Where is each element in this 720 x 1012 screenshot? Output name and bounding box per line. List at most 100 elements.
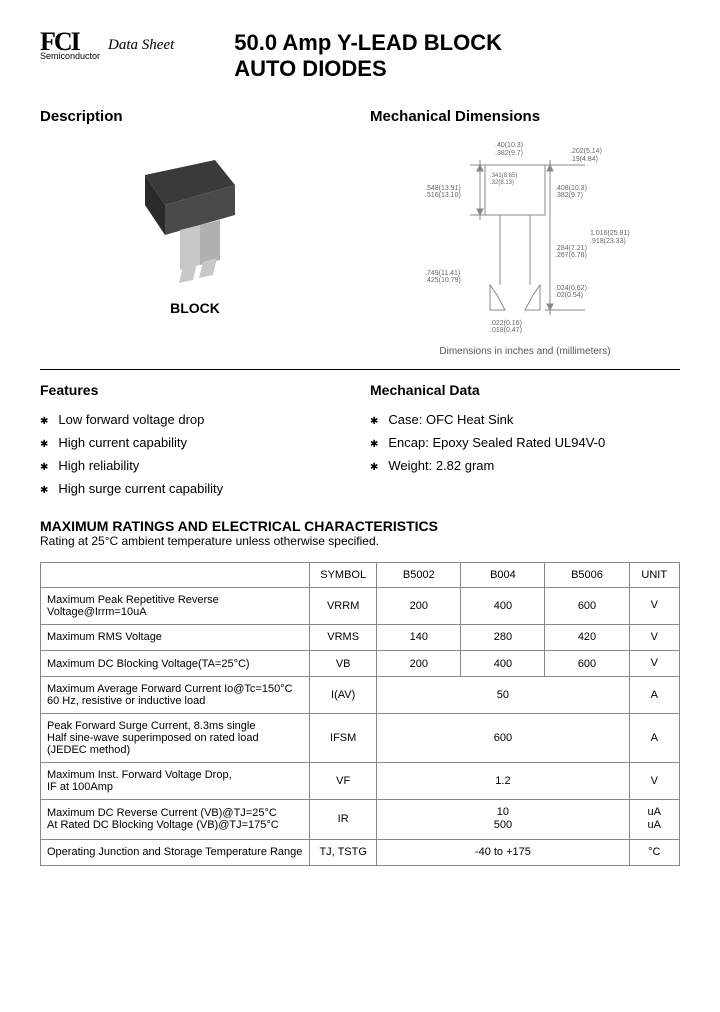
title-line2: AUTO DIODES bbox=[234, 56, 502, 82]
value-cell: 400 bbox=[461, 587, 545, 624]
symbol-cell: TJ, TSTG bbox=[310, 839, 377, 865]
symbol-cell: VF bbox=[310, 763, 377, 800]
unit-cell: uAuA bbox=[629, 800, 679, 839]
symbol-cell: I(AV) bbox=[310, 677, 377, 714]
svg-text:.284(7.21): .284(7.21) bbox=[555, 245, 587, 252]
mech-dim-heading: Mechanical Dimensions bbox=[370, 108, 680, 125]
symbol-cell: VRMS bbox=[310, 624, 377, 650]
svg-text:1.016(25.81): 1.016(25.81) bbox=[590, 230, 630, 237]
col-b5006: B5006 bbox=[545, 562, 629, 587]
features-heading: Features bbox=[40, 382, 350, 398]
col-symbol: SYMBOL bbox=[310, 562, 377, 587]
feature-item: High current capability bbox=[40, 431, 350, 454]
feature-item: Low forward voltage drop bbox=[40, 408, 350, 431]
value-cell: 600 bbox=[377, 714, 629, 763]
header: FCI Semiconductor Data Sheet 50.0 Amp Y-… bbox=[40, 30, 680, 83]
value-cell: 280 bbox=[461, 624, 545, 650]
param-cell: Maximum DC Blocking Voltage(TA=25°C) bbox=[41, 650, 310, 676]
mech-dim-col: Mechanical Dimensions .40(10.3) bbox=[370, 108, 680, 357]
table-row: Maximum DC Blocking Voltage(TA=25°C)VB20… bbox=[41, 650, 680, 676]
description-heading: Description bbox=[40, 108, 350, 125]
title-block: 50.0 Amp Y-LEAD BLOCK AUTO DIODES bbox=[234, 30, 502, 83]
value-cell: 420 bbox=[545, 624, 629, 650]
value-cell: 200 bbox=[377, 587, 461, 624]
table-row: Operating Junction and Storage Temperatu… bbox=[41, 839, 680, 865]
mechanical-drawing: .40(10.3) .382(9.7) .202(5.14) .19(4.84)… bbox=[370, 135, 680, 335]
mechdata-item: Weight: 2.82 gram bbox=[370, 454, 680, 477]
svg-text:.918(23.33): .918(23.33) bbox=[590, 238, 626, 245]
svg-text:.40(10.3): .40(10.3) bbox=[495, 142, 523, 149]
svg-text:.02(0.54): .02(0.54) bbox=[555, 292, 583, 299]
svg-text:.425(10.79): .425(10.79) bbox=[425, 277, 461, 284]
symbol-cell: IFSM bbox=[310, 714, 377, 763]
unit-cell: V bbox=[629, 763, 679, 800]
ratings-title: MAXIMUM RATINGS AND ELECTRICAL CHARACTER… bbox=[40, 518, 680, 534]
param-cell: Peak Forward Surge Current, 8.3ms single… bbox=[41, 714, 310, 763]
mechdata-col: Mechanical Data Case: OFC Heat Sink Enca… bbox=[370, 382, 680, 500]
svg-text:.202(5.14): .202(5.14) bbox=[570, 148, 602, 155]
mechdata-item: Encap: Epoxy Sealed Rated UL94V-0 bbox=[370, 431, 680, 454]
col-b5002: B5002 bbox=[377, 562, 461, 587]
svg-text:.382(9.7): .382(9.7) bbox=[495, 150, 523, 157]
spec-table: SYMBOL B5002 B004 B5006 UNIT Maximum Pea… bbox=[40, 562, 680, 866]
table-row: Peak Forward Surge Current, 8.3ms single… bbox=[41, 714, 680, 763]
svg-text:.548(13.91): .548(13.91) bbox=[425, 185, 461, 192]
svg-text:.19(4.84): .19(4.84) bbox=[570, 156, 598, 163]
value-cell: 600 bbox=[545, 587, 629, 624]
mechdata-item: Case: OFC Heat Sink bbox=[370, 408, 680, 431]
param-cell: Maximum DC Reverse Current (VB)@TJ=25°CA… bbox=[41, 800, 310, 839]
svg-text:.018(0.47): .018(0.47) bbox=[490, 327, 522, 334]
unit-cell: °C bbox=[629, 839, 679, 865]
ratings-sub: Rating at 25°C ambient temperature unles… bbox=[40, 534, 680, 548]
dim-caption: Dimensions in inches and (millimeters) bbox=[370, 346, 680, 357]
spec-table-body: Maximum Peak Repetitive Reverse Voltage@… bbox=[41, 587, 680, 865]
svg-text:.32(8.13): .32(8.13) bbox=[490, 180, 514, 186]
feature-item: High surge current capability bbox=[40, 477, 350, 500]
value-cell: 140 bbox=[377, 624, 461, 650]
param-cell: Maximum Average Forward Current Io@Tc=15… bbox=[41, 677, 310, 714]
svg-text:.267(6.78): .267(6.78) bbox=[555, 252, 587, 259]
features-col: Features Low forward voltage drop High c… bbox=[40, 382, 350, 500]
mechdata-heading: Mechanical Data bbox=[370, 382, 680, 398]
col-unit: UNIT bbox=[629, 562, 679, 587]
unit-cell: A bbox=[629, 714, 679, 763]
col-b004: B004 bbox=[461, 562, 545, 587]
symbol-cell: IR bbox=[310, 800, 377, 839]
svg-text:.408(10.3): .408(10.3) bbox=[555, 185, 587, 192]
divider bbox=[40, 369, 680, 370]
mechdata-list: Case: OFC Heat Sink Encap: Epoxy Sealed … bbox=[370, 408, 680, 477]
unit-cell: V bbox=[629, 587, 679, 624]
unit-cell: V bbox=[629, 624, 679, 650]
block-label: BLOCK bbox=[40, 300, 350, 316]
feature-item: High reliability bbox=[40, 454, 350, 477]
value-cell: 50 bbox=[377, 677, 629, 714]
table-row: Maximum Peak Repetitive Reverse Voltage@… bbox=[41, 587, 680, 624]
param-cell: Maximum RMS Voltage bbox=[41, 624, 310, 650]
logo-container: FCI Semiconductor bbox=[40, 30, 100, 61]
value-cell: 1.2 bbox=[377, 763, 629, 800]
symbol-cell: VRRM bbox=[310, 587, 377, 624]
svg-text:.024(0.62): .024(0.62) bbox=[555, 285, 587, 292]
features-list: Low forward voltage drop High current ca… bbox=[40, 408, 350, 500]
table-row: Maximum RMS VoltageVRMS140280420V bbox=[41, 624, 680, 650]
description-col: Description BLOCK bbox=[40, 108, 350, 357]
svg-text:.022(0.16): .022(0.16) bbox=[490, 320, 522, 327]
unit-cell: V bbox=[629, 650, 679, 676]
symbol-cell: VB bbox=[310, 650, 377, 676]
col-param bbox=[41, 562, 310, 587]
features-section: Features Low forward voltage drop High c… bbox=[40, 382, 680, 500]
table-header-row: SYMBOL B5002 B004 B5006 UNIT bbox=[41, 562, 680, 587]
param-cell: Operating Junction and Storage Temperatu… bbox=[41, 839, 310, 865]
value-cell: 10500 bbox=[377, 800, 629, 839]
param-cell: Maximum Inst. Forward Voltage Drop,IF at… bbox=[41, 763, 310, 800]
param-cell: Maximum Peak Repetitive Reverse Voltage@… bbox=[41, 587, 310, 624]
svg-text:.382(9.7): .382(9.7) bbox=[555, 192, 583, 199]
title-line1: 50.0 Amp Y-LEAD BLOCK bbox=[234, 30, 502, 56]
logo-subtitle: Semiconductor bbox=[40, 51, 100, 61]
value-cell: 200 bbox=[377, 650, 461, 676]
logo-block: FCI Semiconductor Data Sheet bbox=[40, 30, 174, 61]
table-row: Maximum Average Forward Current Io@Tc=15… bbox=[41, 677, 680, 714]
logo-text: FCI bbox=[40, 30, 100, 53]
svg-text:.516(13.10): .516(13.10) bbox=[425, 192, 461, 199]
table-row: Maximum Inst. Forward Voltage Drop,IF at… bbox=[41, 763, 680, 800]
